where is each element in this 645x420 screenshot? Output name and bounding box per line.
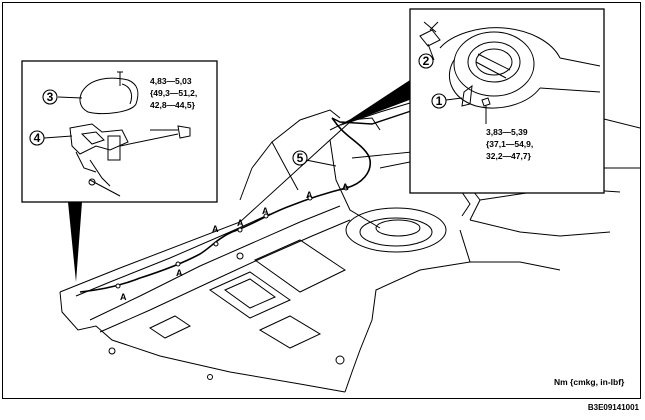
units-note: Nm {cmkg, in-lbf}: [554, 377, 625, 387]
torque-left-line-3: 42,8—44,5}: [150, 100, 196, 110]
clip-label-a: A: [306, 190, 313, 200]
callout-2: 2: [423, 54, 430, 68]
torque-left-line-1: 4,83—5,03: [150, 76, 192, 86]
figure-code: B3E09141001: [587, 403, 639, 412]
clip-label-a: A: [262, 206, 269, 216]
clip-label-a: A: [342, 182, 349, 192]
clip-label-a: A: [212, 224, 219, 234]
clip-label-a: A: [237, 218, 244, 228]
clip-label-a: A: [176, 268, 183, 278]
right-detail-inset: 2 1 3,83—5,39 {37,1—54,9, 32,2—47,7}: [340, 8, 605, 194]
callout-5: 5: [297, 151, 304, 165]
left-detail-inset: 3 4 4,83—5,03 {49,3—51,2, 42,8—44,5}: [21, 60, 218, 282]
clip-label-a: A: [120, 292, 127, 302]
callout-4: 4: [34, 131, 41, 145]
torque-left-line-2: {49,3—51,2,: [150, 88, 197, 98]
torque-right-line-3: 32,2—47,7}: [486, 151, 532, 161]
clip-labels: A A A A A A A: [120, 182, 349, 302]
torque-right-line-2: {37,1—54,9,: [486, 139, 533, 149]
clip-markers: [115, 185, 349, 289]
callout-3: 3: [47, 90, 54, 104]
callout-1: 1: [436, 94, 443, 108]
torque-right-line-1: 3,83—5,39: [486, 127, 528, 137]
